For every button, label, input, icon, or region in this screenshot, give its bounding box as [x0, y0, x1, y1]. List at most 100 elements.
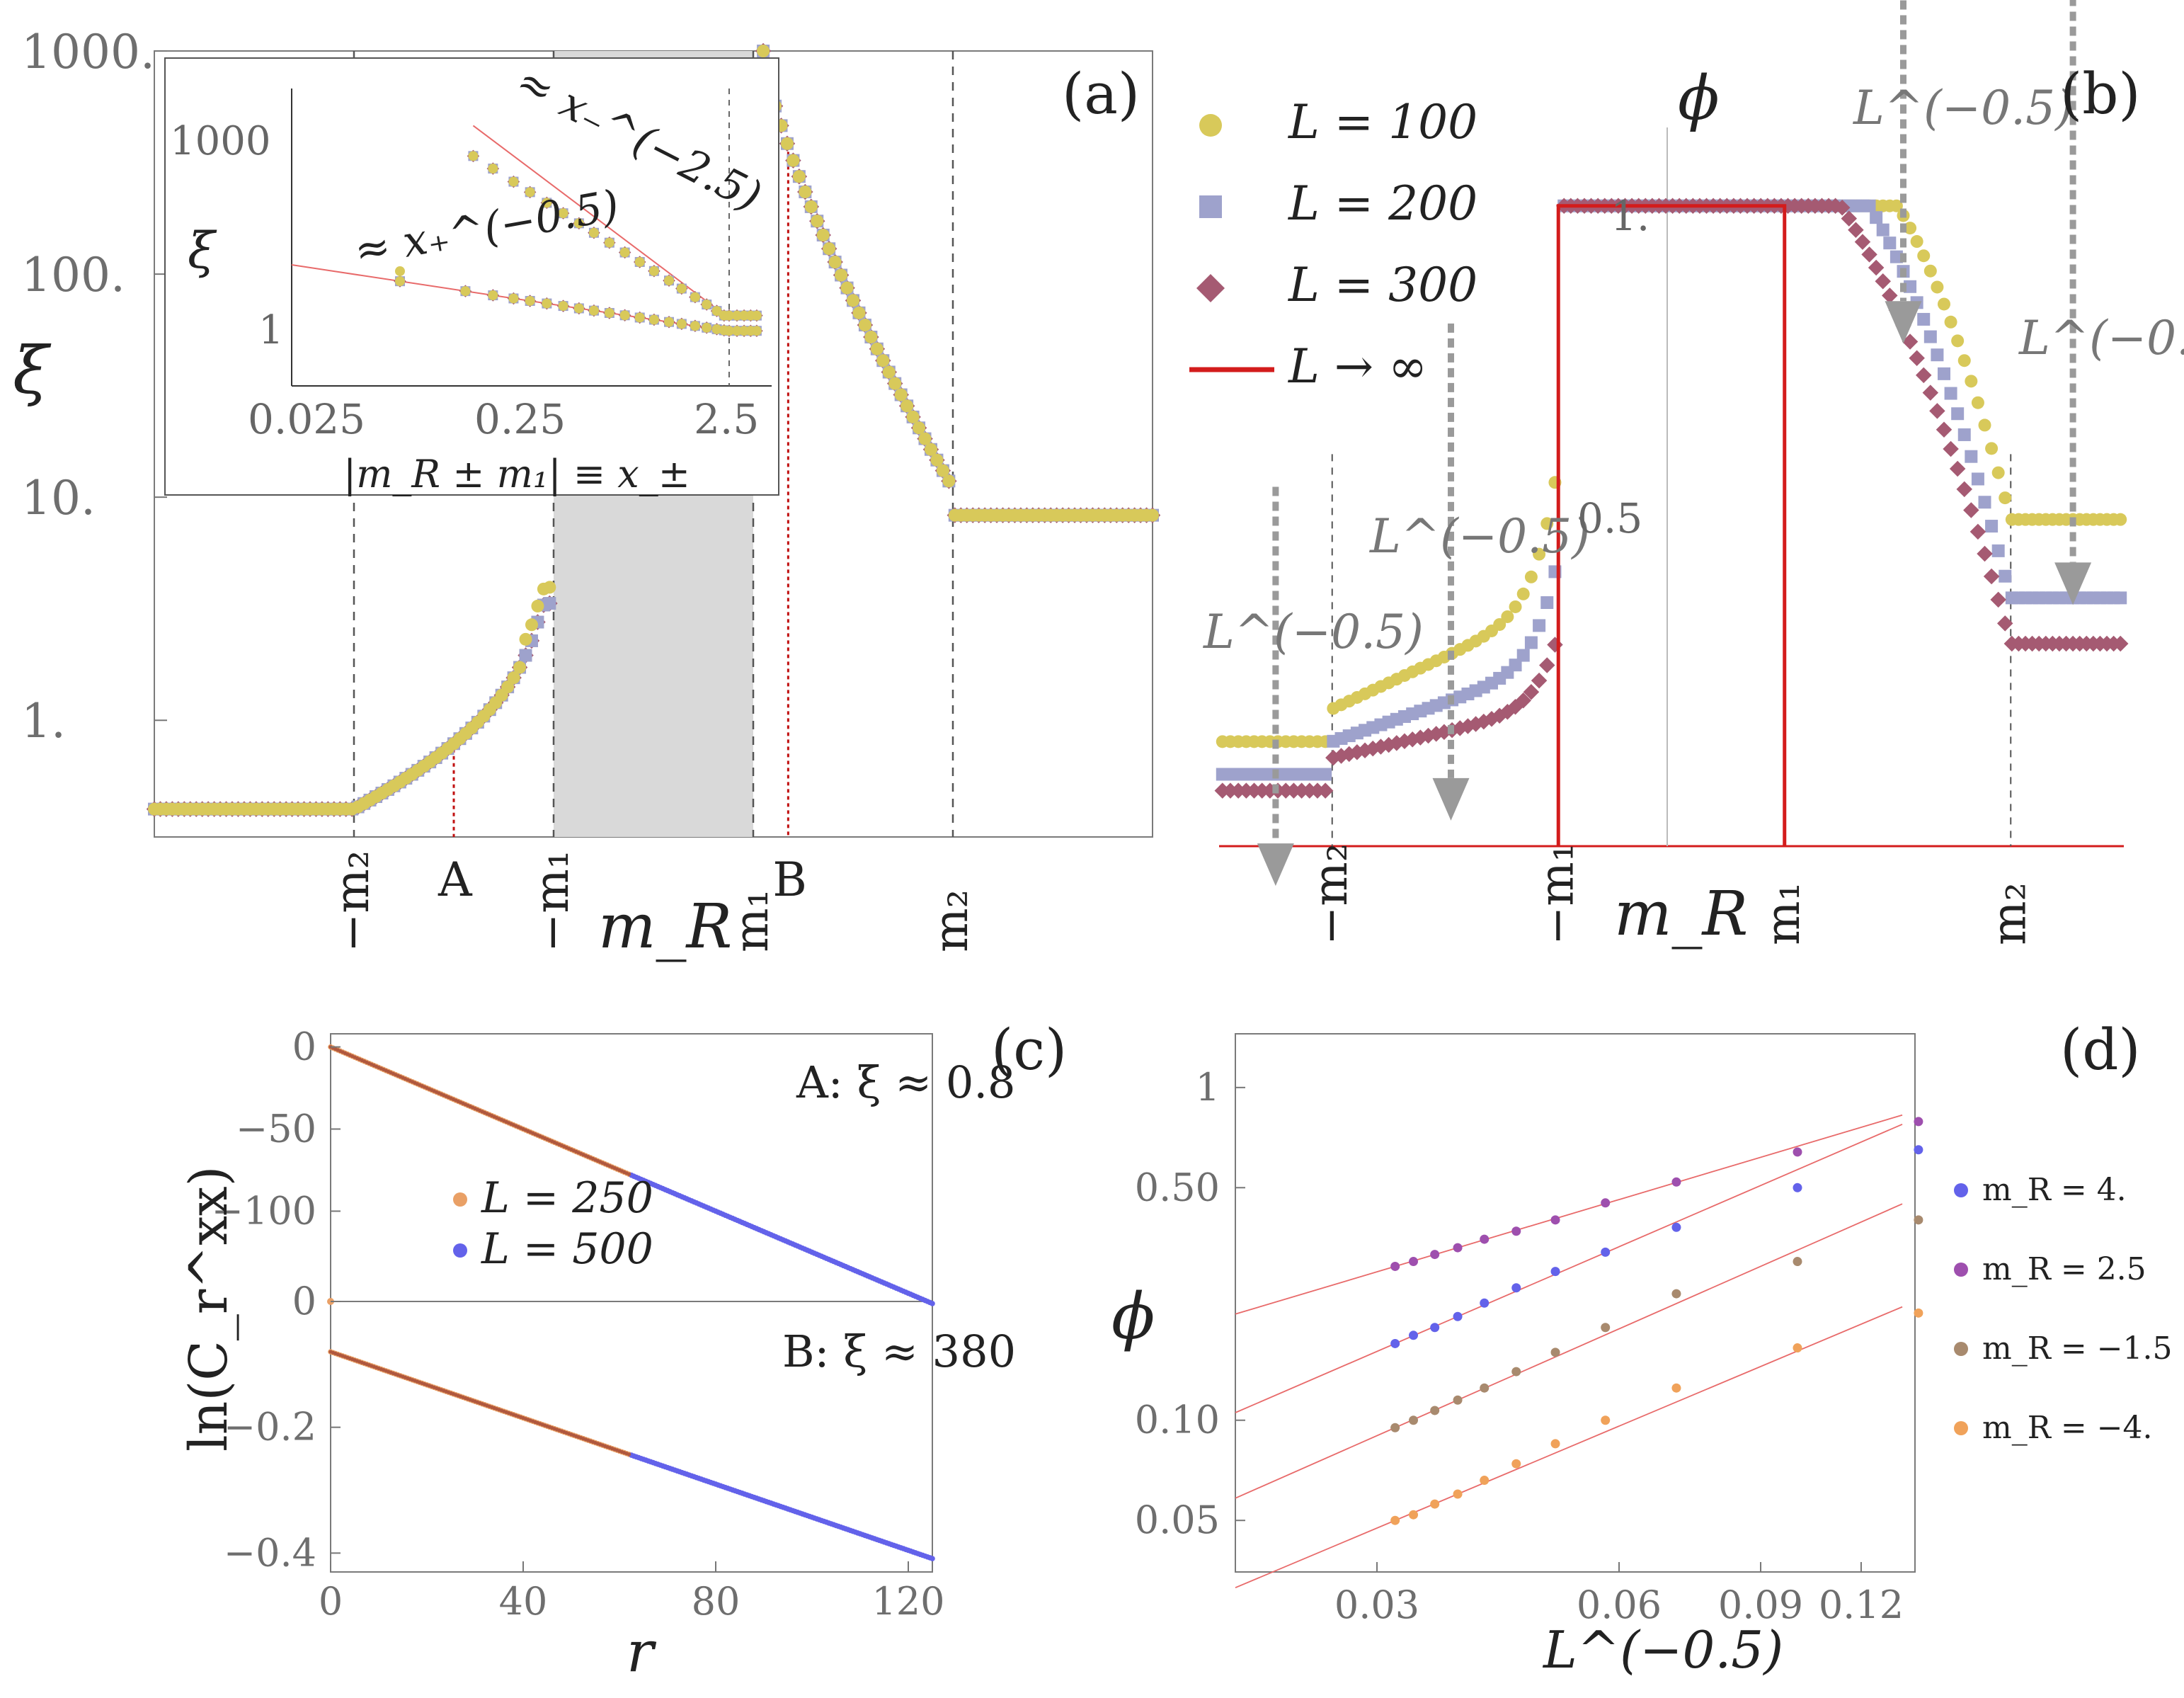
b-point	[1943, 440, 1959, 457]
b-point	[1978, 418, 1991, 432]
d-legend-label: m_R = 4.	[1982, 1172, 2127, 1208]
b-point	[1515, 692, 1531, 709]
b-point	[1915, 367, 1932, 384]
scaling-arrow-head	[1432, 777, 1470, 821]
a-point	[930, 453, 944, 467]
b-point	[2112, 635, 2129, 652]
inset-point-upper	[664, 275, 675, 286]
d-xtick-label: 0.12	[1819, 1583, 1904, 1627]
b-xtick-label: −m₂	[1303, 843, 1358, 945]
panel-d-label: (d)	[2060, 1017, 2141, 1083]
b-point	[1963, 502, 1979, 518]
d-point	[1390, 1338, 1400, 1348]
panel-a-xlabel: m_R	[598, 891, 732, 962]
scaling-arrow-head	[1885, 301, 1922, 344]
a-point	[543, 597, 556, 610]
c-top-ytick-label: −50	[236, 1107, 316, 1151]
c-legend-label: L = 500	[481, 1224, 653, 1274]
a-point	[501, 680, 515, 694]
inset-xtick-0025: 0.025	[248, 395, 365, 443]
a-point	[847, 294, 859, 307]
b-point	[1931, 280, 1944, 294]
a-point	[924, 443, 937, 456]
b-point	[2114, 591, 2127, 605]
panel-b-ytick-05: 0.5	[1577, 494, 1642, 542]
inset-point-upper	[542, 198, 552, 208]
panel-c-ylabel: ln(C_r^xx)	[178, 1166, 239, 1452]
inset-point-upper-flat	[751, 310, 762, 321]
b-point	[1863, 199, 1876, 212]
inset-point-lower	[460, 286, 471, 297]
a-point	[1146, 508, 1159, 522]
scaling-arrow-label: L^(−0.5)	[1369, 509, 1590, 564]
inset-point-upper-flat	[724, 310, 734, 321]
b-point	[1876, 223, 1889, 237]
a-point	[823, 242, 836, 256]
b-point	[1902, 334, 1919, 350]
a-ytick-label: 1000.	[21, 25, 155, 79]
inset-point-lower	[525, 295, 535, 306]
d-point	[1793, 1183, 1802, 1192]
d-fit-line	[1235, 1306, 1903, 1589]
b-point	[1875, 273, 1891, 290]
a-point	[828, 256, 842, 269]
b-point	[1949, 460, 1966, 477]
d-point	[1430, 1250, 1440, 1260]
d-legend-marker	[1954, 1421, 1968, 1435]
a-ytick-label: 100.	[21, 248, 125, 302]
a-point	[519, 649, 532, 662]
b-point	[1540, 596, 1554, 610]
b-point	[1841, 210, 1858, 227]
d-point	[1453, 1489, 1463, 1499]
c-bottom-ytick-label: −0.4	[224, 1530, 316, 1575]
a-point	[852, 306, 866, 319]
b-point	[1983, 568, 2000, 585]
b-point	[1923, 264, 1937, 278]
c-bottom-ytick-label: 0	[292, 1279, 316, 1323]
panel-c-bottom-annotation: B: ξ ≈ 380	[782, 1326, 1016, 1377]
c-xtick-label: 120	[871, 1579, 944, 1624]
a-point	[882, 365, 896, 379]
b-point	[1904, 280, 1917, 293]
d-point	[1914, 1117, 1923, 1127]
b-point	[1493, 617, 1506, 631]
d-point	[1480, 1298, 1490, 1308]
b-point	[1889, 250, 1903, 263]
a-point	[888, 377, 902, 390]
b-point	[1540, 517, 1554, 530]
a-point	[942, 474, 956, 488]
panel-b: L^(−0.5) L^(−0.5) L^(−0.5) L^(−0.5) −m₂ −m₁ m…	[1189, 0, 2184, 950]
b-point	[1965, 450, 1978, 463]
a-point	[543, 581, 556, 594]
b-point	[1883, 237, 1897, 250]
d-point	[1671, 1289, 1681, 1299]
b-point	[1319, 768, 1332, 781]
inset-point-lower	[604, 307, 614, 318]
inset-point-upper	[488, 164, 498, 174]
d-xtick-label: 0.06	[1577, 1583, 1662, 1627]
a-point	[906, 410, 920, 423]
a-point	[780, 137, 794, 150]
b-point	[1944, 387, 1957, 400]
b-point	[1501, 610, 1514, 623]
b-point	[1516, 587, 1530, 600]
d-point	[1480, 1234, 1490, 1244]
inset-point-upper	[508, 176, 519, 187]
d-point	[1511, 1367, 1521, 1377]
d-point	[1671, 1383, 1681, 1393]
d-point	[1601, 1415, 1611, 1425]
d-xtick-label: 0.03	[1334, 1583, 1419, 1627]
inset-point-upper	[648, 266, 659, 276]
b-point	[1436, 724, 1453, 741]
d-legend-marker	[1954, 1342, 1968, 1356]
inset-xlabel: |m_R ± m₁| ≡ x_±	[343, 452, 690, 496]
b-point	[1848, 222, 1864, 238]
a-point	[894, 388, 908, 401]
inset-point-upper	[702, 300, 712, 310]
c-bottom-ytick-label: −0.2	[224, 1405, 316, 1449]
b-xtick-label: −m₁	[1529, 843, 1584, 945]
d-legend-marker	[1954, 1263, 1968, 1277]
inset-point-lower	[648, 314, 659, 325]
d-point	[1409, 1510, 1419, 1520]
